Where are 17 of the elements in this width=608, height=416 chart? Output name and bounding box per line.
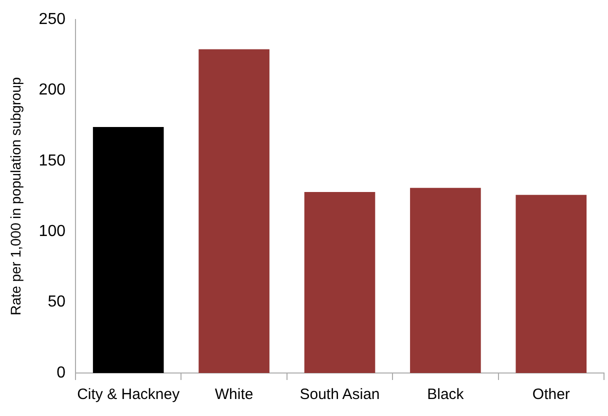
y-tick-label: 250	[38, 11, 66, 28]
bar	[304, 192, 376, 373]
bar	[92, 127, 164, 373]
y-tick-label: 100	[38, 223, 66, 240]
y-tick-label: 200	[38, 82, 66, 99]
x-tick-label: City & Hackney	[77, 386, 180, 404]
bar	[410, 188, 481, 373]
bar	[516, 194, 587, 373]
y-axis-title: Rate per 1,000 in population subgroup	[7, 77, 24, 316]
x-tick-label: Black	[427, 386, 464, 404]
x-tick-label: White	[214, 386, 254, 404]
x-tick-label: Other	[532, 386, 570, 404]
x-tick-label: South Asian	[300, 386, 380, 404]
bar	[198, 49, 270, 373]
y-tick-label: 150	[38, 152, 66, 170]
y-tick-label: 0	[56, 364, 66, 382]
y-tick-label: 50	[48, 294, 66, 311]
